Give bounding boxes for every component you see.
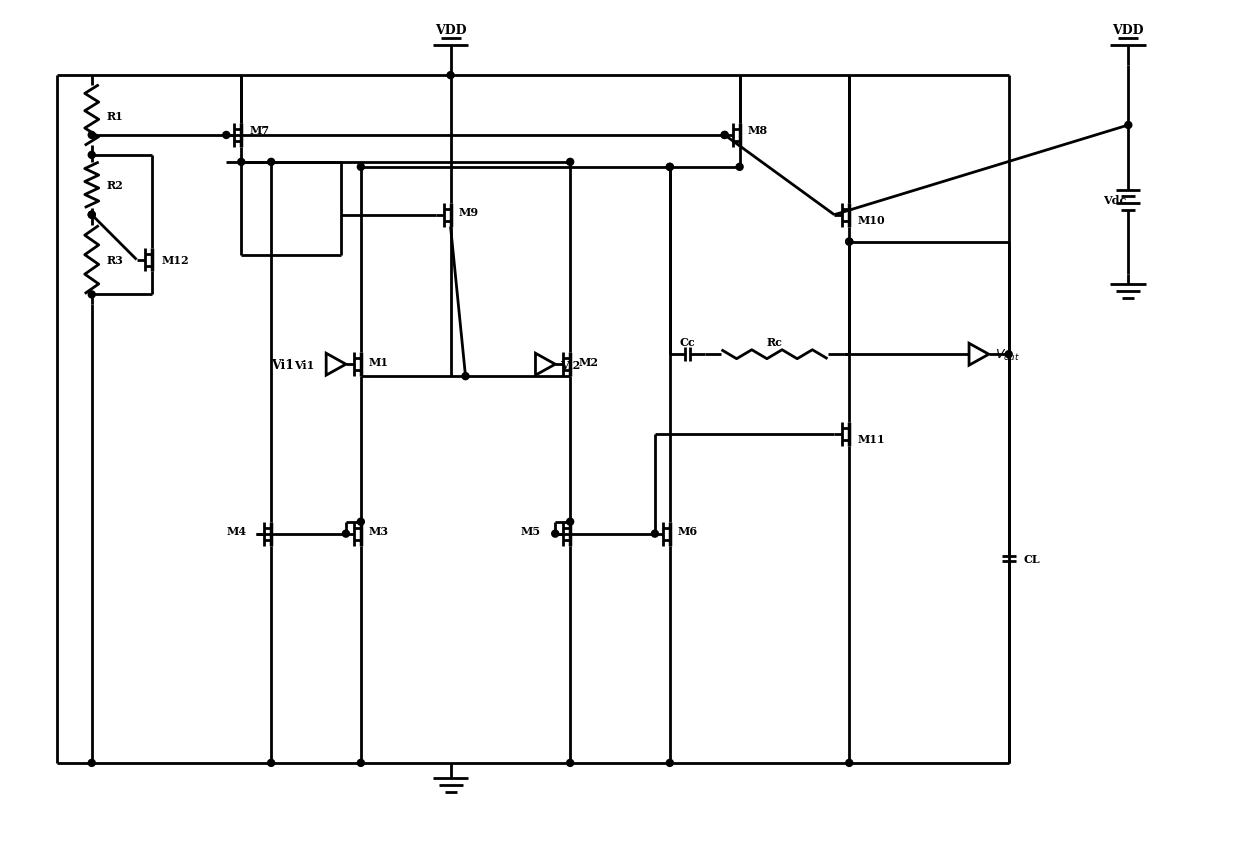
Text: VDD: VDD: [435, 24, 466, 37]
Circle shape: [846, 239, 853, 246]
Text: M6: M6: [678, 526, 698, 537]
Circle shape: [552, 531, 559, 538]
Circle shape: [666, 164, 673, 171]
Text: Cc: Cc: [680, 337, 696, 348]
Circle shape: [88, 212, 95, 219]
Circle shape: [223, 133, 229, 139]
Circle shape: [1006, 351, 1012, 359]
Circle shape: [737, 164, 743, 171]
Text: M9: M9: [459, 207, 479, 218]
Text: M12: M12: [161, 255, 190, 266]
Text: CL: CL: [1024, 554, 1040, 565]
Circle shape: [448, 73, 454, 79]
Circle shape: [342, 531, 350, 538]
Circle shape: [88, 760, 95, 766]
Text: M7: M7: [249, 125, 269, 136]
Circle shape: [88, 152, 95, 160]
Circle shape: [651, 531, 658, 538]
Circle shape: [666, 760, 673, 766]
Circle shape: [722, 133, 728, 139]
Circle shape: [567, 160, 574, 166]
Circle shape: [846, 239, 853, 246]
Circle shape: [357, 518, 365, 526]
Text: M1: M1: [368, 356, 389, 367]
Text: VDD: VDD: [1112, 24, 1145, 37]
Text: R3: R3: [107, 255, 124, 266]
Circle shape: [357, 164, 365, 171]
Circle shape: [567, 760, 574, 766]
Text: $V_{out}$: $V_{out}$: [994, 347, 1021, 362]
Text: M5: M5: [521, 526, 541, 537]
Circle shape: [238, 160, 244, 166]
Text: Rc: Rc: [766, 337, 782, 348]
Text: M3: M3: [368, 526, 389, 537]
Circle shape: [268, 160, 274, 166]
Circle shape: [88, 291, 95, 299]
Text: M11: M11: [857, 434, 885, 445]
Text: Vi1: Vi1: [294, 360, 314, 371]
Circle shape: [722, 133, 728, 139]
Text: M8: M8: [748, 125, 768, 136]
Text: Vi1: Vi1: [272, 358, 294, 371]
Text: Vi2: Vi2: [560, 360, 580, 371]
Text: R1: R1: [107, 111, 124, 122]
Circle shape: [463, 373, 469, 380]
Circle shape: [666, 164, 673, 171]
Circle shape: [567, 518, 574, 526]
Text: Vdc: Vdc: [1104, 195, 1127, 206]
Circle shape: [268, 760, 274, 766]
Circle shape: [1125, 122, 1132, 129]
Text: M10: M10: [857, 215, 885, 226]
Text: M2: M2: [578, 356, 598, 367]
Text: R2: R2: [107, 180, 124, 191]
Circle shape: [357, 760, 365, 766]
Circle shape: [88, 212, 95, 219]
Circle shape: [88, 133, 95, 139]
Text: M4: M4: [226, 526, 247, 537]
Circle shape: [846, 760, 853, 766]
